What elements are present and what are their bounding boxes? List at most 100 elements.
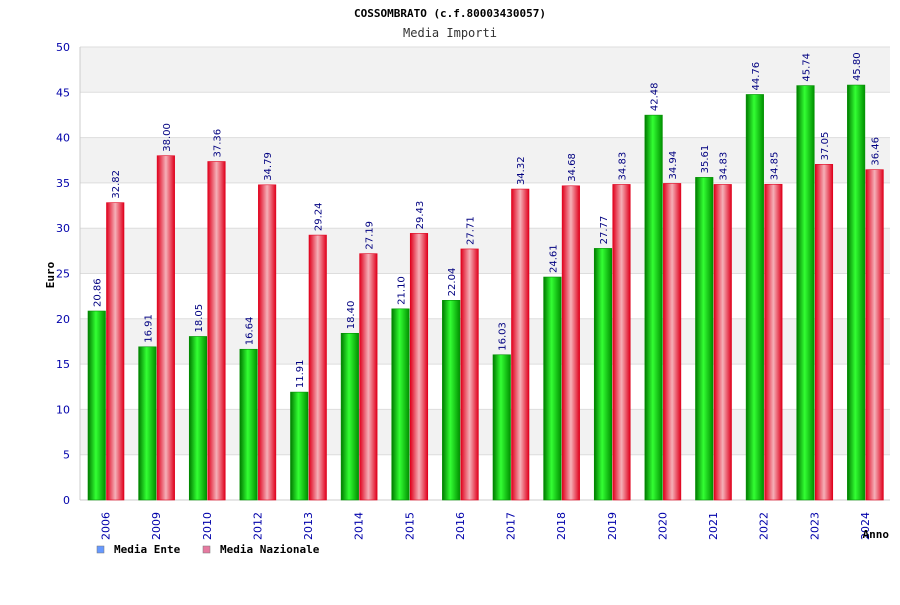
bar-media-ente xyxy=(138,346,157,501)
y-tick-label: 30 xyxy=(56,222,70,235)
bar-value-label: 18.05 xyxy=(194,304,205,333)
bar-value-label: 11.91 xyxy=(295,359,306,388)
y-tick-label: 10 xyxy=(56,403,70,416)
y-axis-label: Euro xyxy=(44,261,57,288)
bar-value-label: 44.76 xyxy=(751,62,762,91)
chart-subtitle: Media Importi xyxy=(403,26,497,40)
bar-value-label: 35.61 xyxy=(700,145,711,174)
x-tick-label: 2010 xyxy=(201,512,214,540)
bar-value-label: 18.40 xyxy=(346,301,357,330)
x-tick-label: 2021 xyxy=(707,512,720,540)
legend-swatch xyxy=(202,545,211,554)
bar-media-nazionale xyxy=(156,155,175,501)
y-axis-ticks: 0 5 10 15 20 25 30 35 40 45 50 xyxy=(56,41,70,507)
bar-media-ente xyxy=(188,336,208,501)
bar-media-nazionale xyxy=(258,184,277,501)
x-tick-label: 2017 xyxy=(505,512,518,540)
bar-value-label: 45.80 xyxy=(852,52,863,81)
x-tick-label: 2009 xyxy=(150,512,163,540)
bar-value-label: 16.91 xyxy=(143,314,154,343)
x-tick-label: 2015 xyxy=(403,512,416,540)
bar-value-label: 16.64 xyxy=(245,317,256,346)
bar-value-label: 45.74 xyxy=(802,53,813,82)
bar-media-nazionale xyxy=(865,169,884,501)
bar-value-label: 34.68 xyxy=(567,153,578,182)
bar-media-ente xyxy=(239,348,258,501)
bar-media-ente xyxy=(290,391,309,501)
x-tick-label: 2006 xyxy=(100,512,113,540)
bar-media-nazionale xyxy=(359,253,378,501)
bar-media-nazionale xyxy=(764,183,783,501)
bar-media-ente xyxy=(492,354,511,501)
bar-media-ente xyxy=(87,310,106,501)
bars xyxy=(87,84,884,501)
bar-media-nazionale xyxy=(814,164,834,501)
bar-value-label: 21.10 xyxy=(397,276,408,305)
bar-value-label: 16.03 xyxy=(498,322,509,351)
bar-media-ente xyxy=(847,84,866,501)
y-tick-label: 50 xyxy=(56,41,70,54)
bar-media-ente xyxy=(543,276,562,501)
y-tick-label: 5 xyxy=(63,449,70,462)
bar-value-label: 34.83 xyxy=(618,152,629,181)
bar-media-nazionale xyxy=(612,184,631,501)
bar-media-nazionale xyxy=(308,234,327,501)
legend: Media Ente Media Nazionale xyxy=(96,543,320,556)
bar-value-label: 29.43 xyxy=(415,201,426,230)
bar-media-nazionale xyxy=(460,248,479,501)
bar-value-label: 34.94 xyxy=(668,151,679,180)
bar-value-label: 20.86 xyxy=(93,278,104,307)
bar-media-nazionale xyxy=(409,233,429,501)
bar-value-label: 37.36 xyxy=(213,129,224,158)
y-tick-label: 40 xyxy=(56,132,70,145)
bar-media-ente xyxy=(745,94,764,501)
bar-value-label: 42.48 xyxy=(650,82,661,111)
bar-media-ente xyxy=(593,248,613,501)
legend-swatch xyxy=(96,545,105,554)
x-tick-label: 2013 xyxy=(302,512,315,540)
bar-media-ente xyxy=(340,332,359,501)
bar-value-label: 34.83 xyxy=(719,152,730,181)
bar-value-label: 37.05 xyxy=(820,132,831,161)
x-tick-label: 2020 xyxy=(656,512,669,540)
bar-media-nazionale xyxy=(713,184,732,501)
y-tick-label: 25 xyxy=(56,268,70,281)
bar-media-ente xyxy=(695,177,714,501)
y-tick-label: 20 xyxy=(56,313,70,326)
bar-media-nazionale xyxy=(561,185,580,501)
y-tick-label: 0 xyxy=(63,494,70,507)
bar-value-label: 22.04 xyxy=(447,268,458,297)
bar-value-label: 34.79 xyxy=(263,152,274,181)
bar-media-ente xyxy=(391,308,410,501)
bar-value-label: 27.19 xyxy=(364,221,375,250)
x-tick-label: 2014 xyxy=(353,512,366,540)
bar-media-ente xyxy=(796,85,815,501)
x-axis-ticks: 2006 2009 2010 2012 2013 2014 2015 2016 2017 2018… xyxy=(100,512,872,540)
bar-media-nazionale xyxy=(663,183,682,501)
bar-media-ente xyxy=(442,300,461,501)
value-labels: 20.86 32.82 16.91 38.00 18.05 37.36 16.64 34.79… xyxy=(93,52,882,388)
bar-media-nazionale xyxy=(511,188,530,501)
bar-value-label: 34.32 xyxy=(516,156,527,185)
x-tick-label: 2016 xyxy=(454,512,467,540)
y-tick-label: 15 xyxy=(56,358,70,371)
bar-value-label: 27.71 xyxy=(466,216,477,245)
bar-value-label: 27.77 xyxy=(599,216,610,245)
bar-value-label: 29.24 xyxy=(314,202,325,231)
bar-media-nazionale xyxy=(207,161,226,501)
bar-media-ente xyxy=(644,114,663,501)
x-tick-label: 2012 xyxy=(251,512,264,540)
x-tick-label: 2023 xyxy=(808,512,821,540)
plot-band xyxy=(80,92,890,138)
legend-label: Media Ente xyxy=(114,543,181,556)
bar-value-label: 38.00 xyxy=(162,123,173,152)
x-tick-label: 2024 xyxy=(859,512,872,540)
y-tick-label: 45 xyxy=(56,86,70,99)
bar-value-label: 34.85 xyxy=(769,152,780,181)
bar-value-label: 24.61 xyxy=(548,244,559,273)
plot-band xyxy=(80,47,890,93)
bar-media-nazionale xyxy=(106,202,125,501)
x-tick-label: 2018 xyxy=(555,512,568,540)
chart-title: COSSOMBRATO (c.f.80003430057) xyxy=(354,7,546,20)
